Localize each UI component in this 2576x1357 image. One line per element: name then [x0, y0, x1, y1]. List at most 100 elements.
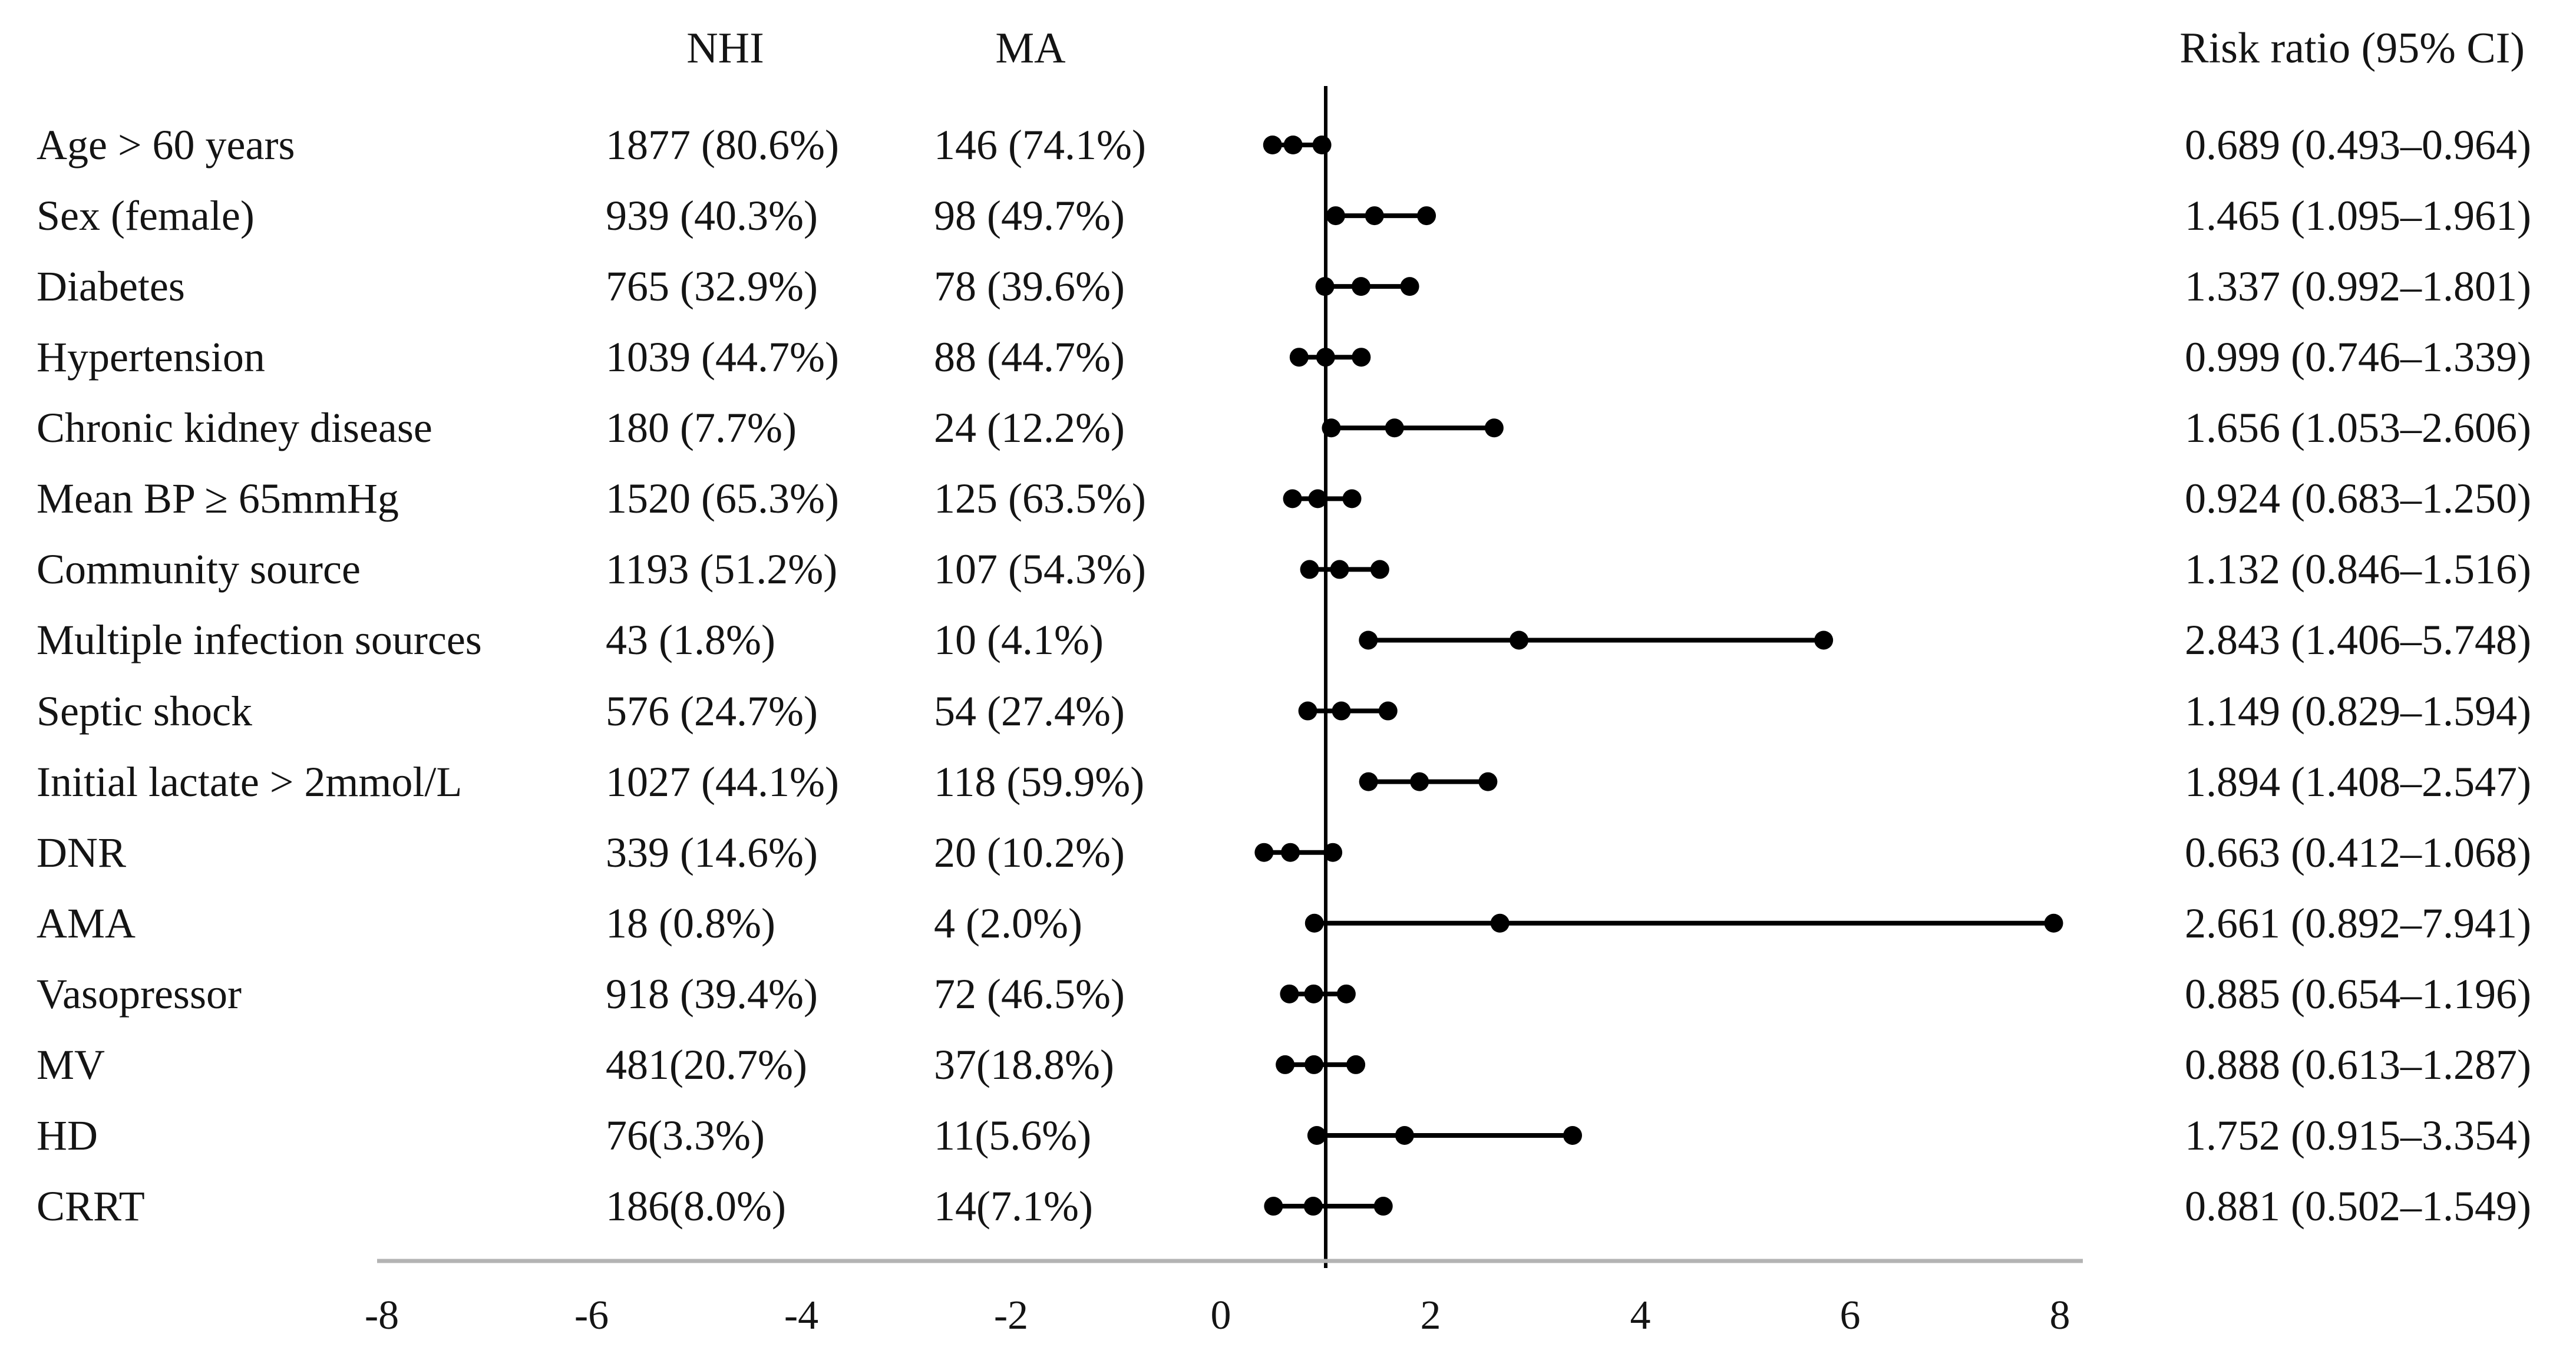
ma-value: 107 (54.3%) — [934, 546, 1146, 593]
ci-lower-dot — [1326, 206, 1345, 226]
ci-upper-dot — [2044, 913, 2063, 933]
column-header-ma: MA — [995, 24, 1066, 72]
risk-ratio-dot — [1510, 630, 1529, 650]
x-axis-tick-label: -8 — [364, 1293, 399, 1338]
ci-upper-dot — [1323, 843, 1343, 862]
risk-ratio-value: 0.999 (0.746–1.339) — [2185, 334, 2531, 381]
ci-upper-dot — [1342, 489, 1362, 509]
ma-value: 78 (39.6%) — [934, 263, 1125, 311]
nhi-value: 481(20.7%) — [606, 1041, 807, 1088]
row-label: Initial lactate > 2mmol/L — [37, 758, 463, 805]
risk-ratio-dot — [1308, 489, 1327, 509]
ci-lower-dot — [1298, 701, 1317, 721]
risk-ratio-value: 1.656 (1.053–2.606) — [2185, 404, 2531, 452]
risk-ratio-value: 2.843 (1.406–5.748) — [2185, 616, 2531, 664]
risk-ratio-value: 2.661 (0.892–7.941) — [2185, 899, 2531, 947]
risk-ratio-dot — [1490, 913, 1510, 933]
nhi-value: 918 (39.4%) — [606, 970, 818, 1018]
ma-value: 88 (44.7%) — [934, 334, 1125, 381]
ma-value: 72 (46.5%) — [934, 970, 1125, 1018]
ci-lower-dot — [1307, 1125, 1326, 1145]
risk-ratio-value: 1.465 (1.095–1.961) — [2185, 192, 2531, 240]
risk-ratio-dot — [1332, 701, 1351, 721]
row-label: HD — [37, 1111, 98, 1159]
risk-ratio-dot — [1303, 1197, 1323, 1216]
ma-value: 20 (10.2%) — [934, 828, 1125, 876]
ci-lower-dot — [1264, 1197, 1283, 1216]
nhi-value: 1039 (44.7%) — [606, 334, 839, 381]
ci-lower-dot — [1254, 843, 1274, 862]
nhi-value: 765 (32.9%) — [606, 263, 818, 311]
risk-ratio-dot — [1281, 843, 1300, 862]
x-axis-tick-label: 4 — [1630, 1293, 1651, 1338]
column-header-risk-ratio: Risk ratio (95% CI) — [2179, 24, 2525, 72]
row-label: Diabetes — [37, 263, 185, 311]
ma-value: 11(5.6%) — [934, 1111, 1092, 1159]
nhi-value: 1027 (44.1%) — [606, 758, 839, 805]
risk-ratio-value: 0.888 (0.613–1.287) — [2185, 1041, 2531, 1088]
nhi-value: 1520 (65.3%) — [606, 475, 839, 523]
nhi-value: 43 (1.8%) — [606, 616, 775, 664]
nhi-value: 576 (24.7%) — [606, 687, 818, 735]
ci-lower-dot — [1300, 560, 1319, 579]
risk-ratio-value: 1.337 (0.992–1.801) — [2185, 263, 2531, 311]
risk-ratio-dot — [1395, 1125, 1414, 1145]
ma-value: 98 (49.7%) — [934, 192, 1125, 240]
ma-value: 118 (59.9%) — [934, 758, 1145, 805]
row-label: Chronic kidney disease — [37, 404, 432, 452]
row-label: Multiple infection sources — [37, 616, 482, 664]
ci-lower-dot — [1263, 136, 1282, 154]
risk-ratio-value: 1.132 (0.846–1.516) — [2185, 546, 2531, 593]
nhi-value: 1877 (80.6%) — [606, 121, 839, 169]
ci-lower-dot — [1304, 913, 1324, 933]
x-axis-tick-label: -4 — [784, 1293, 819, 1338]
ci-upper-dot — [1814, 630, 1834, 650]
row-label: Vasopressor — [37, 970, 242, 1018]
x-axis-tick-label: 0 — [1210, 1293, 1231, 1338]
ci-upper-dot — [1478, 772, 1498, 791]
row-label: Community source — [37, 546, 361, 593]
ma-value: 146 (74.1%) — [934, 121, 1146, 169]
row-label: Sex (female) — [37, 192, 255, 240]
nhi-value: 939 (40.3%) — [606, 192, 818, 240]
risk-ratio-dot — [1385, 418, 1404, 438]
ma-value: 14(7.1%) — [934, 1183, 1093, 1230]
ma-value: 4 (2.0%) — [934, 899, 1082, 947]
risk-ratio-value: 1.894 (1.408–2.547) — [2185, 758, 2531, 805]
nhi-value: 18 (0.8%) — [606, 899, 775, 947]
risk-ratio-value: 0.924 (0.683–1.250) — [2185, 475, 2531, 523]
ci-lower-dot — [1276, 1055, 1295, 1074]
risk-ratio-dot — [1316, 348, 1335, 367]
row-label: DNR — [37, 828, 127, 876]
x-axis-tick-label: 8 — [2049, 1293, 2070, 1338]
x-axis-tick-label: 6 — [1839, 1293, 1861, 1338]
x-axis-tick-label: 2 — [1420, 1293, 1441, 1338]
risk-ratio-value: 1.149 (0.829–1.594) — [2185, 687, 2531, 735]
row-label: CRRT — [37, 1183, 145, 1230]
risk-ratio-dot — [1365, 206, 1384, 226]
ma-value: 125 (63.5%) — [934, 475, 1146, 523]
risk-ratio-dot — [1304, 1055, 1324, 1074]
risk-ratio-dot — [1283, 136, 1303, 154]
risk-ratio-value: 0.881 (0.502–1.549) — [2185, 1183, 2531, 1230]
nhi-value: 186(8.0%) — [606, 1183, 786, 1230]
risk-ratio-dot — [1410, 772, 1429, 791]
ci-upper-dot — [1484, 418, 1504, 438]
row-label: Septic shock — [37, 687, 252, 735]
ci-upper-dot — [1378, 701, 1398, 721]
row-label: MV — [37, 1041, 105, 1088]
ci-lower-dot — [1322, 418, 1341, 438]
nhi-value: 339 (14.6%) — [606, 828, 818, 876]
row-label: Hypertension — [37, 334, 265, 381]
risk-ratio-dot — [1330, 560, 1349, 579]
row-label: AMA — [37, 899, 136, 947]
ci-lower-dot — [1280, 984, 1299, 1003]
x-axis-tick-label: -6 — [574, 1293, 609, 1338]
risk-ratio-value: 1.752 (0.915–3.354) — [2185, 1111, 2531, 1159]
ma-value: 54 (27.4%) — [934, 687, 1125, 735]
ma-value: 37(18.8%) — [934, 1041, 1114, 1088]
ma-value: 24 (12.2%) — [934, 404, 1125, 452]
risk-ratio-dot — [1351, 277, 1370, 296]
